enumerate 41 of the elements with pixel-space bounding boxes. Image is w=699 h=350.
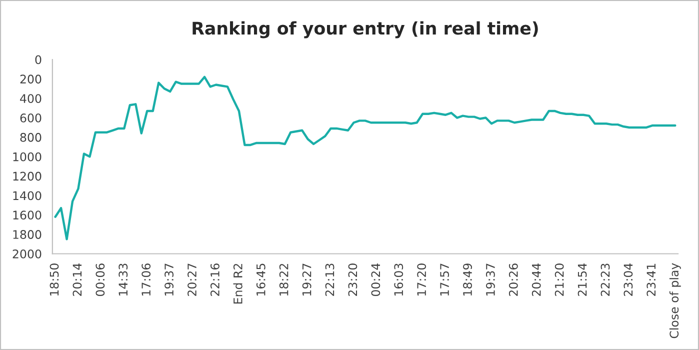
x-tick-label: 20:14 bbox=[72, 263, 82, 296]
y-tick-label: 200 bbox=[20, 74, 42, 84]
y-tick-label: 1000 bbox=[13, 152, 42, 162]
y-tick-label: 1200 bbox=[13, 172, 42, 181]
x-tick-label: 22:13 bbox=[325, 264, 334, 296]
x-tick-label: 19:37 bbox=[486, 264, 495, 296]
chart-title: Ranking of your entry (in real time) bbox=[192, 21, 538, 38]
y-tick-label: 400 bbox=[20, 94, 42, 104]
x-tick-label: 21:54 bbox=[578, 263, 587, 296]
x-tick-label: 16:45 bbox=[256, 264, 266, 296]
x-tick-label: 18:49 bbox=[463, 264, 472, 296]
x-tick-label: 14:33 bbox=[118, 264, 128, 296]
x-tick-label: 17:20 bbox=[417, 264, 426, 296]
line-series bbox=[54, 76, 676, 240]
x-tick-label: 21:20 bbox=[554, 264, 564, 296]
x-tick-label: 19:27 bbox=[302, 264, 312, 296]
y-tick-label: 800 bbox=[20, 132, 42, 142]
y-tick-label: 1600 bbox=[13, 210, 42, 220]
y-tick-label: 0 bbox=[35, 55, 42, 64]
y-tick-label: 1800 bbox=[13, 230, 42, 239]
x-tick-label: 17:57 bbox=[440, 264, 450, 296]
x-tick-label: 18:22 bbox=[279, 264, 288, 296]
y-tick-label: 600 bbox=[20, 114, 42, 122]
x-tick-label: 20:27 bbox=[188, 264, 196, 296]
x-tick-label: 22:16 bbox=[210, 264, 220, 296]
x-tick-label: 20:26 bbox=[508, 264, 518, 296]
y-tick-label: 2000 bbox=[12, 249, 42, 258]
x-tick-label: End R2 bbox=[233, 264, 242, 304]
x-tick-label: 00:24 bbox=[371, 263, 380, 296]
x-tick-label: 23:41 bbox=[646, 264, 656, 296]
x-tick-label: 20:44 bbox=[532, 263, 541, 296]
x-tick-label: 23:20 bbox=[348, 264, 358, 296]
x-tick-label: 17:06 bbox=[142, 264, 151, 296]
y-tick-label: 1400 bbox=[13, 191, 42, 200]
x-tick-label: 19:37 bbox=[164, 264, 174, 296]
x-tick-label: 22:23 bbox=[600, 264, 610, 296]
x-tick-label: 16:03 bbox=[394, 264, 404, 296]
x-tick-label: 23:04 bbox=[624, 263, 633, 296]
x-tick-label: 00:06 bbox=[96, 264, 105, 296]
x-tick-label: Close of play bbox=[669, 263, 681, 338]
x-tick-label: 18:50 bbox=[50, 264, 59, 296]
